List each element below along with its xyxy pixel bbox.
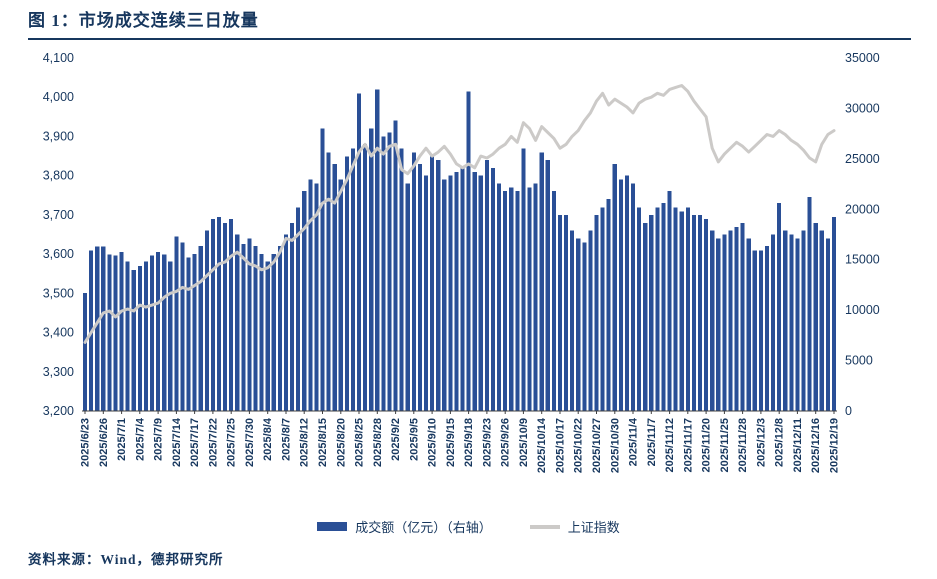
svg-text:2025/10/9: 2025/10/9 xyxy=(518,418,530,467)
svg-text:2025/9/15: 2025/9/15 xyxy=(445,418,457,467)
svg-text:2025/7/1: 2025/7/1 xyxy=(116,418,128,461)
svg-text:2025/8/20: 2025/8/20 xyxy=(335,418,347,467)
svg-text:3,300: 3,300 xyxy=(43,365,74,379)
svg-text:2025/12/16: 2025/12/16 xyxy=(810,418,822,473)
legend-item-index: 上证指数 xyxy=(529,517,620,536)
svg-text:25000: 25000 xyxy=(845,152,880,166)
legend-item-volume: 成交额（亿元）（右轴） xyxy=(317,517,492,536)
svg-text:2025/9/23: 2025/9/23 xyxy=(481,418,493,467)
volume-bar-swatch-icon xyxy=(317,522,348,531)
svg-text:2025/11/25: 2025/11/25 xyxy=(719,418,731,472)
svg-text:2025/7/17: 2025/7/17 xyxy=(189,418,201,467)
svg-text:2025/7/14: 2025/7/14 xyxy=(171,417,183,467)
legend-label-index: 上证指数 xyxy=(567,520,620,535)
svg-text:4,000: 4,000 xyxy=(43,90,74,104)
svg-text:2025/12/3: 2025/12/3 xyxy=(755,418,767,467)
svg-text:2025/11/4: 2025/11/4 xyxy=(628,417,640,466)
svg-text:2025/12/19: 2025/12/19 xyxy=(829,418,841,473)
svg-text:20000: 20000 xyxy=(845,202,880,216)
legend-label-volume: 成交额（亿元）（右轴） xyxy=(355,520,492,535)
svg-text:2025/10/22: 2025/10/22 xyxy=(573,418,585,473)
svg-text:30000: 30000 xyxy=(845,101,880,115)
figure-header: 图 1：市场成交连续三日放量 xyxy=(28,6,911,40)
svg-text:2025/6/23: 2025/6/23 xyxy=(80,418,92,467)
svg-text:2025/11/7: 2025/11/7 xyxy=(646,418,658,466)
svg-text:2025/9/2: 2025/9/2 xyxy=(390,418,402,461)
svg-text:2025/10/27: 2025/10/27 xyxy=(591,418,603,473)
svg-text:2025/11/17: 2025/11/17 xyxy=(682,418,694,472)
source-note: 资料来源：Wind，德邦研究所 xyxy=(28,552,224,567)
svg-text:3,400: 3,400 xyxy=(43,326,74,340)
svg-text:4,100: 4,100 xyxy=(43,51,74,65)
svg-text:3,800: 3,800 xyxy=(43,169,74,183)
svg-text:3,900: 3,900 xyxy=(43,129,74,143)
svg-text:2025/10/17: 2025/10/17 xyxy=(555,418,567,473)
svg-text:2025/7/9: 2025/7/9 xyxy=(153,418,165,461)
svg-text:2025/8/7: 2025/8/7 xyxy=(281,418,293,461)
chart-svg: 3,200 3,300 3,400 3,500 3,600 3,700 3,800 3,900… xyxy=(43,51,880,473)
svg-text:2025/7/25: 2025/7/25 xyxy=(226,418,238,467)
svg-text:2025/8/15: 2025/8/15 xyxy=(317,418,329,467)
chart-area: 3,200 3,300 3,400 3,500 3,600 3,700 3,800 3,900… xyxy=(0,40,937,492)
svg-text:2025/11/12: 2025/11/12 xyxy=(664,418,676,472)
svg-text:3,500: 3,500 xyxy=(43,286,74,300)
index-line-swatch-icon xyxy=(529,524,560,529)
svg-text:2025/10/30: 2025/10/30 xyxy=(609,418,621,473)
svg-text:2025/9/10: 2025/9/10 xyxy=(427,418,439,467)
svg-text:2025/8/12: 2025/8/12 xyxy=(299,418,311,467)
svg-text:2025/10/14: 2025/10/14 xyxy=(536,417,548,473)
svg-text:2025/12/11: 2025/12/11 xyxy=(792,418,804,472)
svg-text:2025/11/28: 2025/11/28 xyxy=(737,418,749,472)
svg-text:2025/8/4: 2025/8/4 xyxy=(262,417,274,461)
svg-text:2025/7/22: 2025/7/22 xyxy=(207,418,219,467)
svg-text:2025/9/18: 2025/9/18 xyxy=(463,418,475,467)
svg-text:35000: 35000 xyxy=(845,51,880,65)
svg-text:10000: 10000 xyxy=(845,303,880,317)
svg-text:2025/7/4: 2025/7/4 xyxy=(134,417,146,461)
figure-title: 图 1：市场成交连续三日放量 xyxy=(28,11,259,30)
svg-text:3,600: 3,600 xyxy=(43,247,74,261)
svg-text:3,700: 3,700 xyxy=(43,208,74,222)
svg-text:2025/6/26: 2025/6/26 xyxy=(98,418,110,467)
svg-text:0: 0 xyxy=(845,404,852,418)
svg-text:2025/9/26: 2025/9/26 xyxy=(500,418,512,467)
svg-text:2025/8/25: 2025/8/25 xyxy=(354,418,366,467)
svg-text:15000: 15000 xyxy=(845,253,880,267)
svg-text:2025/7/30: 2025/7/30 xyxy=(244,418,256,467)
svg-text:2025/9/5: 2025/9/5 xyxy=(408,418,420,461)
svg-text:2025/11/20: 2025/11/20 xyxy=(701,418,713,472)
svg-text:3,200: 3,200 xyxy=(43,404,74,418)
svg-text:2025/8/28: 2025/8/28 xyxy=(372,418,384,467)
svg-text:2025/12/8: 2025/12/8 xyxy=(774,418,786,467)
svg-text:5000: 5000 xyxy=(845,354,873,368)
chart-legend: 成交额（亿元）（右轴） 上证指数 xyxy=(0,517,937,536)
